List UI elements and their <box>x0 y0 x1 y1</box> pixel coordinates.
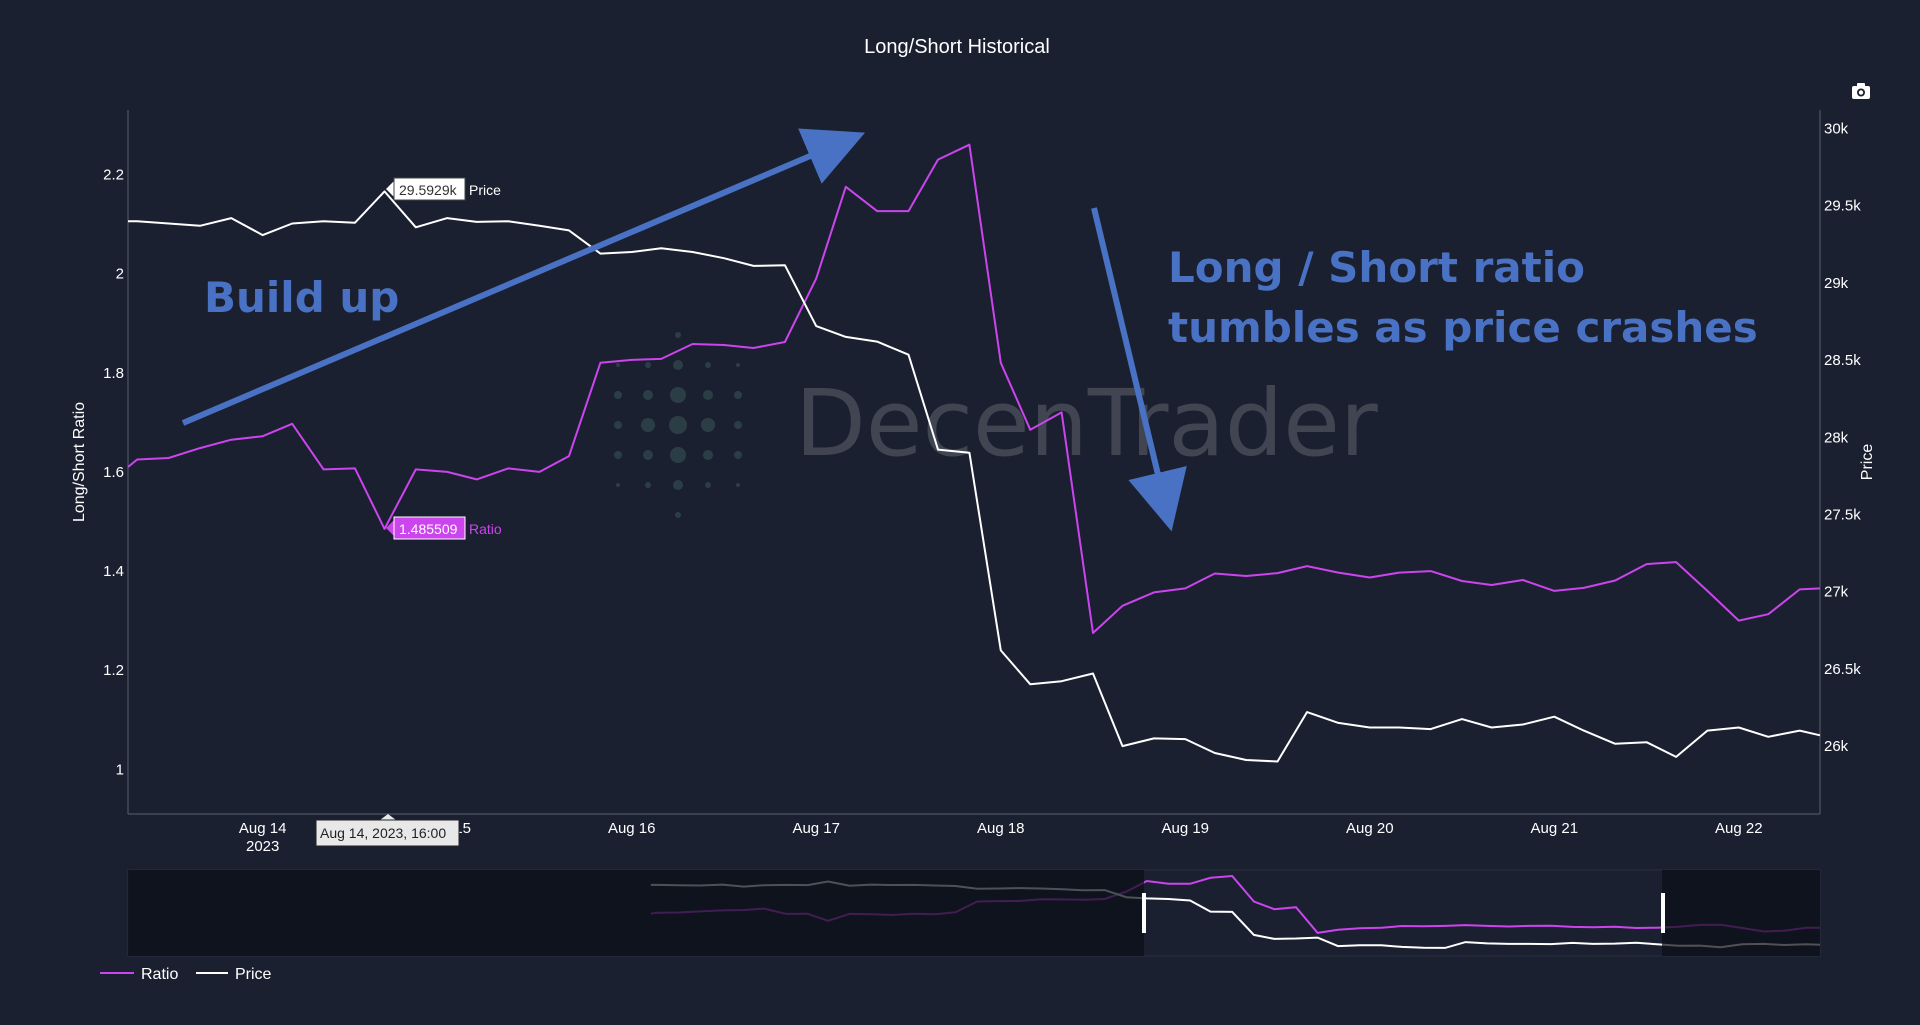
annotation-ratio-line2: tumbles as price crashes <box>1168 303 1758 352</box>
watermark-dot <box>673 360 683 370</box>
hover-ratio-series: Ratio <box>469 521 502 537</box>
y-left-tick-label: 1 <box>116 761 124 778</box>
watermark-dot <box>669 416 687 434</box>
watermark-dot <box>645 362 651 368</box>
watermark-dot <box>703 450 713 460</box>
annotation-build-up: Build up <box>204 273 399 322</box>
range-slider-mask-left <box>128 870 1144 956</box>
y-right-tick-label: 26k <box>1824 738 1849 755</box>
range-slider-mask-right <box>1662 870 1820 956</box>
watermark-dot <box>675 512 681 518</box>
watermark-dot <box>643 390 653 400</box>
watermark-dot <box>736 483 740 487</box>
y-right-tick-label: 27k <box>1824 584 1849 601</box>
range-slider[interactable] <box>127 869 1821 957</box>
x-tick-label: Aug 22 <box>1715 820 1763 837</box>
hover-ratio-tooltip: 1.485509 Ratio <box>386 516 502 540</box>
build-up-arrow <box>181 128 866 426</box>
y-right-tick-label: 28.5k <box>1824 352 1861 369</box>
hover-x-tooltip: Aug 14, 2023, 16:00 <box>315 814 460 847</box>
watermark-dot <box>643 450 653 460</box>
camera-icon[interactable] <box>1852 83 1870 99</box>
x-tick-label: Aug 16 <box>608 820 656 837</box>
watermark: DecenTrader <box>614 332 1378 518</box>
watermark-dot <box>703 390 713 400</box>
y-right-tick-label: 29.5k <box>1824 198 1861 215</box>
hover-ratio-value: 1.485509 <box>399 521 458 537</box>
y-right-ticks: 26k 26.5k 27k 27.5k 28k 28.5k 29k 29.5k 30k <box>1824 121 1861 756</box>
y-right-tick-label: 30k <box>1824 121 1849 138</box>
watermark-dot <box>645 482 651 488</box>
range-slider-handle-right[interactable] <box>1661 893 1665 933</box>
legend-item-ratio[interactable]: Ratio <box>100 966 178 983</box>
y-left-tick-label: 2 <box>116 266 124 283</box>
y-right-tick-label: 29k <box>1824 275 1849 292</box>
watermark-dot <box>616 483 620 487</box>
chart-title: Long/Short Historical <box>864 36 1050 58</box>
watermark-dot <box>614 451 622 459</box>
hover-price-series: Price <box>469 182 501 198</box>
y-right-tick-label: 28k <box>1824 429 1849 446</box>
watermark-dot <box>641 418 655 432</box>
y-left-tick-label: 1.4 <box>103 563 124 580</box>
y-right-tick-label: 27.5k <box>1824 506 1861 523</box>
series-line-price <box>128 190 1821 763</box>
y-left-tick-label: 2.2 <box>103 166 124 183</box>
x-tick-label: Aug 21 <box>1531 820 1579 837</box>
plot-area[interactable] <box>127 143 1821 763</box>
legend-label-ratio: Ratio <box>141 966 178 983</box>
watermark-dot <box>701 418 715 432</box>
watermark-text: DecenTrader <box>795 370 1378 477</box>
watermark-dot <box>705 362 711 368</box>
range-slider-handle-left[interactable] <box>1142 893 1146 933</box>
legend: Ratio Price <box>100 966 272 983</box>
watermark-dot <box>670 447 686 463</box>
hover-price-tooltip: 29.5929k Price <box>386 177 501 201</box>
watermark-dot <box>734 451 742 459</box>
hover-price-value: 29.5929k <box>399 182 458 198</box>
watermark-dot <box>614 391 622 399</box>
y-right-tick-label: 26.5k <box>1824 661 1861 678</box>
watermark-dot <box>616 363 620 367</box>
legend-item-price[interactable]: Price <box>196 966 272 983</box>
y-left-tick-label: 1.2 <box>103 662 124 679</box>
y-right-axis-title: Price <box>1859 444 1876 481</box>
y-left-ticks: 1 1.2 1.4 1.6 1.8 2 2.2 <box>103 166 124 778</box>
x-tick-label: Aug 17 <box>792 820 840 837</box>
annotation-ratio-line1: Long / Short ratio <box>1168 243 1585 292</box>
watermark-dot <box>734 421 742 429</box>
watermark-dot <box>705 482 711 488</box>
watermark-dot <box>734 391 742 399</box>
x-tick-label: Aug 20 <box>1346 820 1394 837</box>
hover-x-value: Aug 14, 2023, 16:00 <box>320 825 446 841</box>
watermark-dot <box>670 387 686 403</box>
x-tick-label: Aug 18 <box>977 820 1025 837</box>
watermark-dot <box>736 363 740 367</box>
y-left-axis-title: Long/Short Ratio <box>71 402 88 522</box>
y-left-tick-label: 1.8 <box>103 365 124 382</box>
crash-arrow <box>1091 207 1187 532</box>
series-line-ratio <box>127 143 1821 634</box>
watermark-dot <box>675 332 681 338</box>
x-tick-label: Aug 14 <box>239 820 287 837</box>
watermark-dot <box>614 421 622 429</box>
x-tick-sublabel: 2023 <box>246 838 279 855</box>
legend-label-price: Price <box>235 966 272 983</box>
y-left-tick-label: 1.6 <box>103 464 124 481</box>
x-tick-label: Aug 19 <box>1161 820 1209 837</box>
watermark-logo-icon <box>614 332 742 518</box>
watermark-dot <box>673 480 683 490</box>
